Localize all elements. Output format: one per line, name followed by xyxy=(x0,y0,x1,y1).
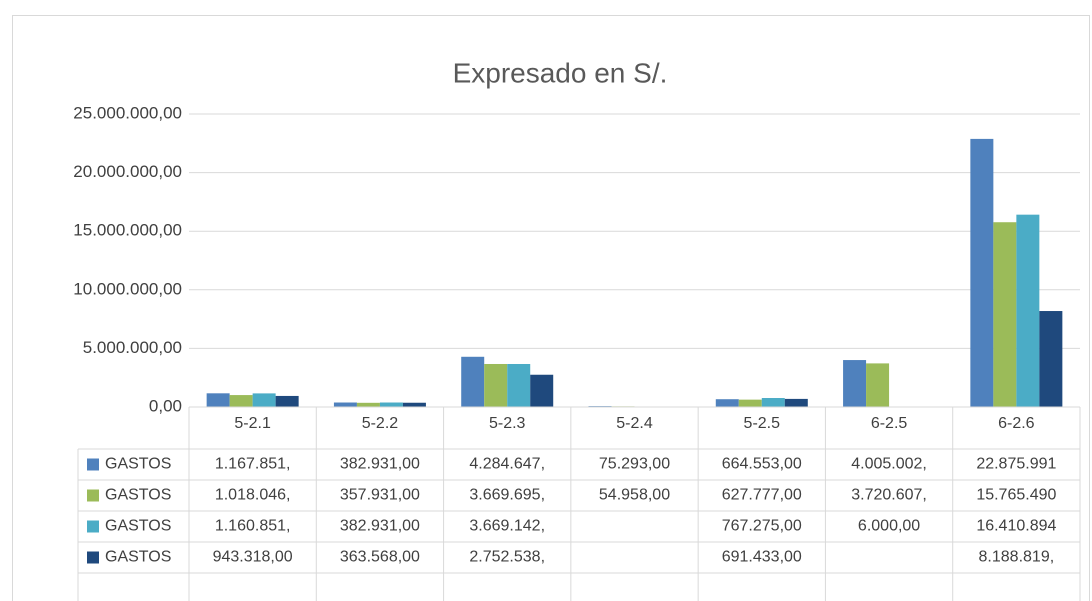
table-cell: 6.000,00 xyxy=(858,518,920,535)
bar xyxy=(1016,214,1040,407)
bar xyxy=(738,399,762,407)
chart-title: Expresado en S/. xyxy=(453,57,668,88)
legend-label: GASTOS xyxy=(105,456,171,473)
table-cell: 22.875.991 xyxy=(976,456,1056,473)
legend-label: GASTOS xyxy=(105,518,171,535)
bar xyxy=(275,395,299,407)
x-tick-label: 5-2.5 xyxy=(744,415,781,432)
chart-border xyxy=(12,15,1090,601)
legend-label: GASTOS xyxy=(105,549,171,566)
table-cell: 4.005.002, xyxy=(851,456,927,473)
table-cell: 382.931,00 xyxy=(340,518,420,535)
table-cell: 3.669.695, xyxy=(469,487,545,504)
x-tick-label: 5-2.3 xyxy=(489,415,526,432)
table-cell: 16.410.894 xyxy=(976,518,1056,535)
bar xyxy=(715,399,739,407)
bar xyxy=(206,393,230,407)
table-cell: 357.931,00 xyxy=(340,487,420,504)
table-cell: 4.284.647, xyxy=(469,456,545,473)
table-cell: 15.765.490 xyxy=(976,487,1056,504)
table-cell: 2.752.538, xyxy=(469,549,545,566)
bar xyxy=(970,138,994,408)
table-cell: 8.188.819, xyxy=(979,549,1055,566)
table-cell: 664.553,00 xyxy=(722,456,802,473)
bar xyxy=(252,393,276,407)
y-tick-label: 10.000.000,00 xyxy=(73,279,182,298)
x-tick-label: 5-2.4 xyxy=(616,415,653,432)
bar xyxy=(1039,311,1063,407)
legend-swatch xyxy=(87,489,99,502)
x-tick-label: 5-2.1 xyxy=(234,415,271,432)
table-cell: 767.275,00 xyxy=(722,518,802,535)
bar xyxy=(784,398,808,407)
table-cell: 943.318,00 xyxy=(213,549,293,566)
table-cell: 1.018.046, xyxy=(215,487,291,504)
table-cell: 75.293,00 xyxy=(599,456,670,473)
x-tick-label: 6-2.5 xyxy=(871,415,908,432)
y-tick-label: 5.000.000,00 xyxy=(83,338,182,357)
table-cell: 382.931,00 xyxy=(340,456,420,473)
bar xyxy=(866,363,890,407)
table-cell: 691.433,00 xyxy=(722,549,802,566)
legend-swatch xyxy=(87,551,99,564)
table-cell: 363.568,00 xyxy=(340,549,420,566)
bar xyxy=(530,374,554,407)
bar xyxy=(484,363,508,407)
legend-label: GASTOS xyxy=(105,487,171,504)
x-tick-label: 5-2.2 xyxy=(362,415,399,432)
bar xyxy=(461,356,485,407)
legend-swatch xyxy=(87,520,99,533)
bar xyxy=(761,398,785,407)
bar xyxy=(333,402,357,407)
table-cell: 3.720.607, xyxy=(851,487,927,504)
bar xyxy=(356,402,380,407)
x-tick-label: 6-2.6 xyxy=(998,415,1035,432)
bar xyxy=(402,402,426,407)
bar xyxy=(379,402,403,407)
table-cell: 627.777,00 xyxy=(722,487,802,504)
y-tick-label: 15.000.000,00 xyxy=(73,221,182,240)
table-cell: 3.669.142, xyxy=(469,518,545,535)
y-tick-label: 25.000.000,00 xyxy=(73,103,182,122)
table-cell: 1.160.851, xyxy=(215,518,291,535)
table-cell: 54.958,00 xyxy=(599,487,670,504)
bar xyxy=(993,222,1017,407)
y-tick-label: 20.000.000,00 xyxy=(73,162,182,181)
bar xyxy=(843,360,867,407)
table-cell: 1.167.851, xyxy=(215,456,291,473)
bar xyxy=(507,363,531,407)
bar xyxy=(229,395,253,407)
legend-swatch xyxy=(87,458,99,471)
y-tick-label: 0,00 xyxy=(149,396,182,415)
